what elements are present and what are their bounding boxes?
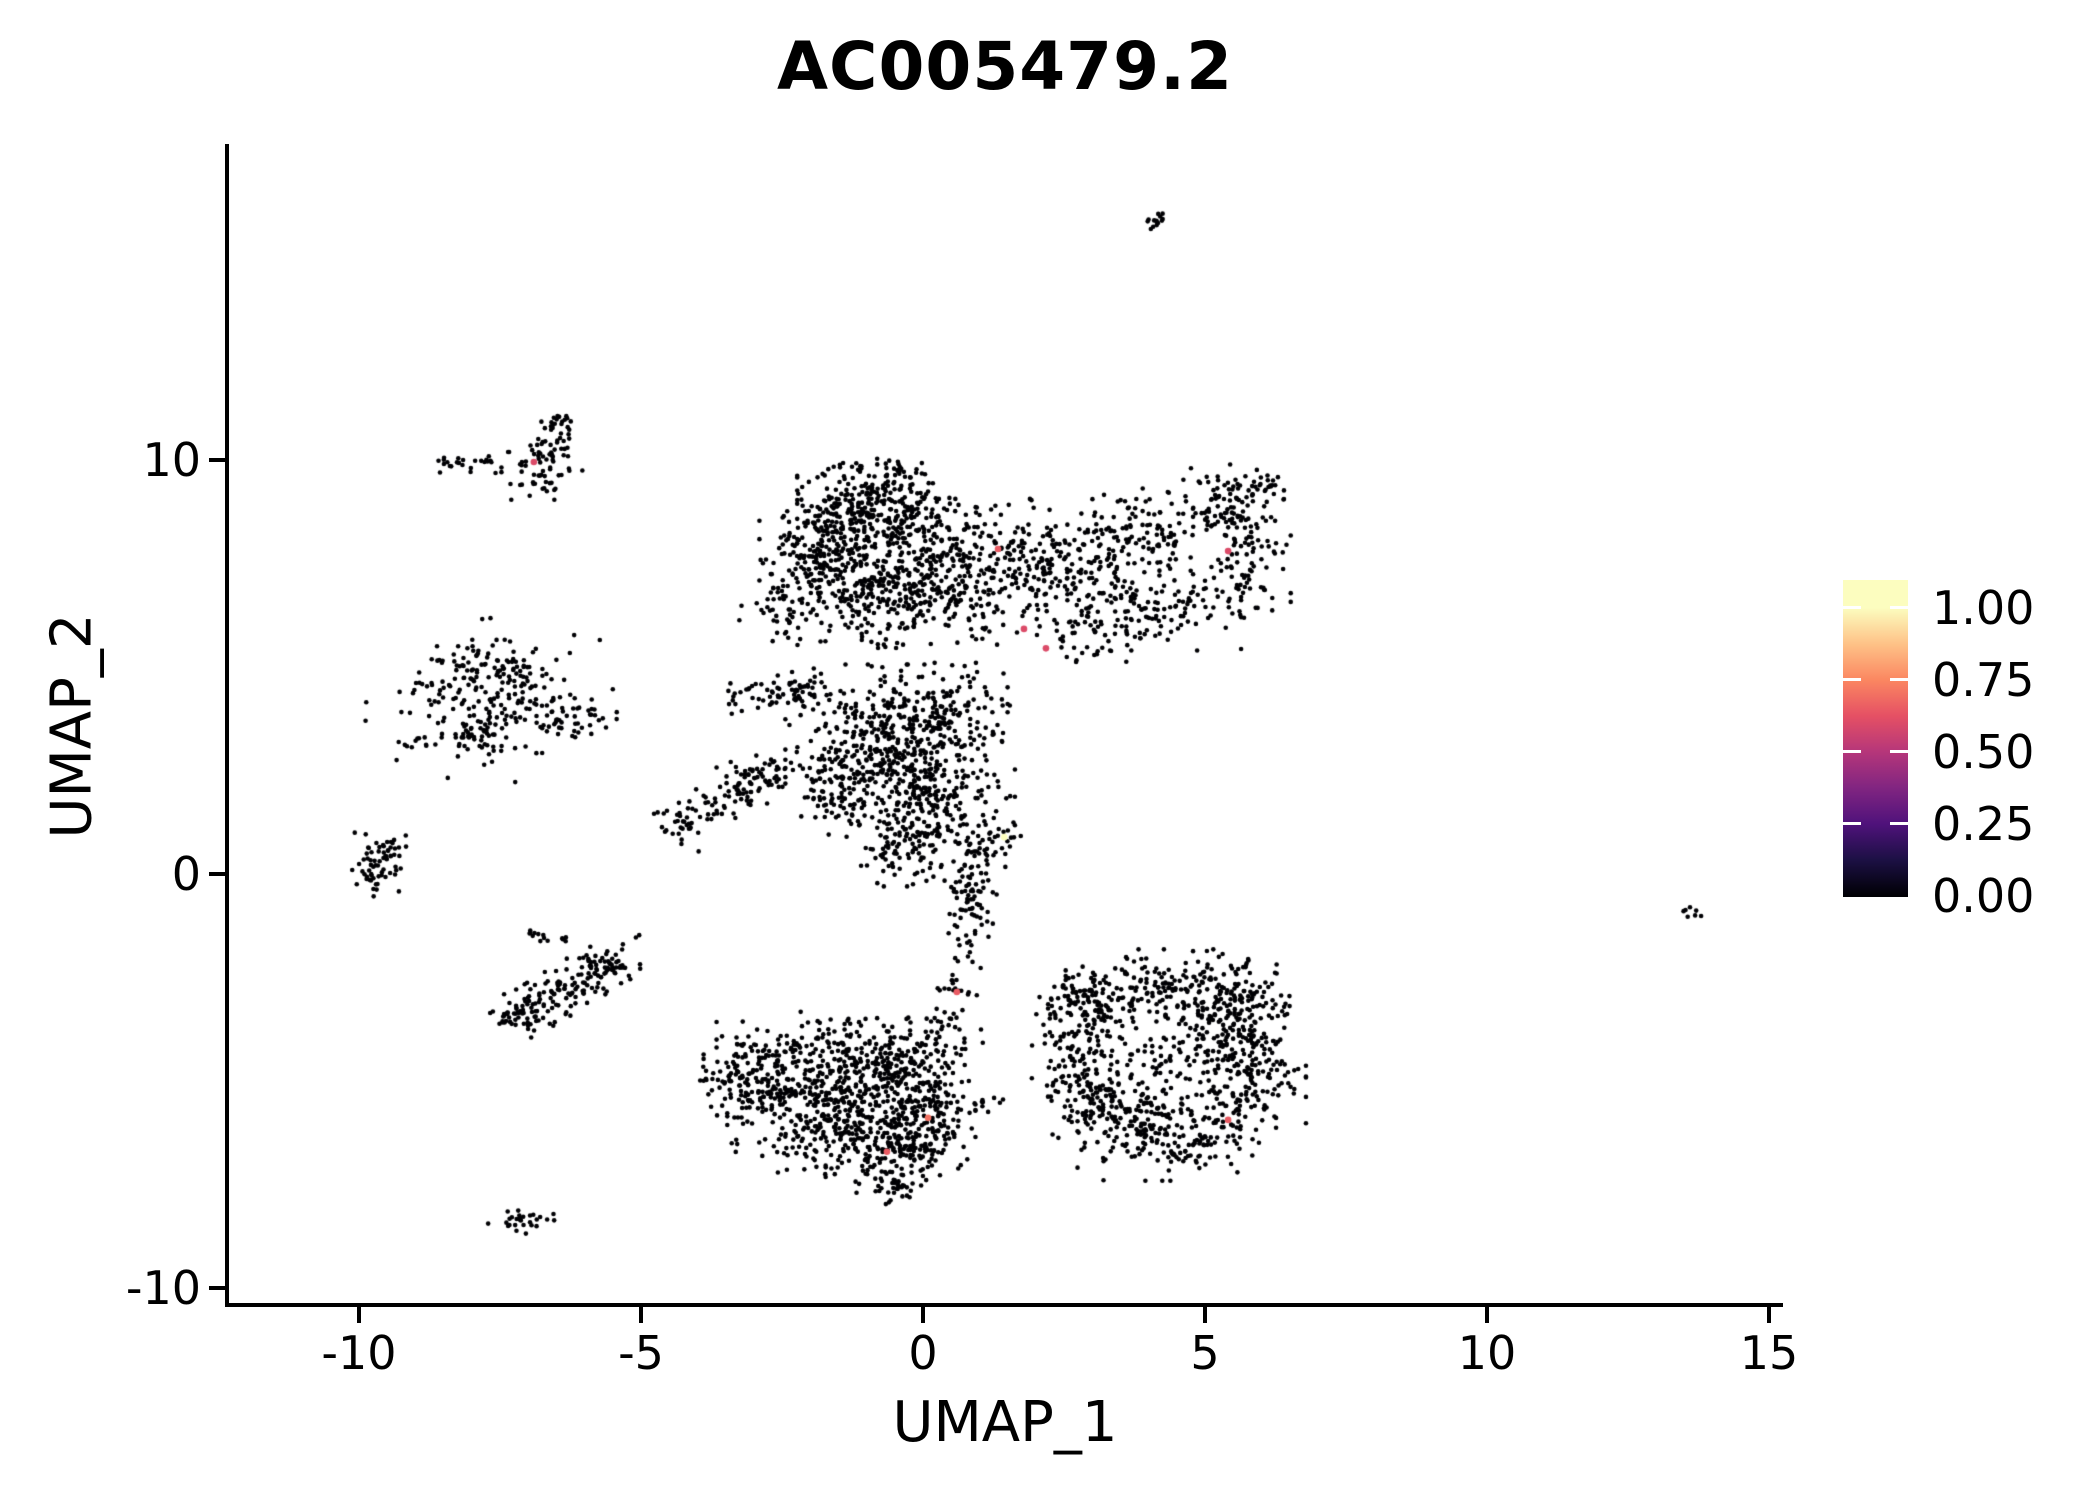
colorbar-label: 1.00 bbox=[1932, 581, 2035, 635]
colorbar-tick bbox=[1890, 750, 1908, 753]
colorbar-label: 0.75 bbox=[1932, 653, 2035, 707]
x-axis-title: UMAP_1 bbox=[892, 1390, 1118, 1455]
y-tick-mark bbox=[209, 458, 225, 462]
colorbar-tick bbox=[1890, 606, 1908, 609]
x-tick-label: -10 bbox=[321, 1326, 397, 1380]
colorbar-tick bbox=[1890, 822, 1908, 825]
x-tick-label: 0 bbox=[908, 1326, 938, 1380]
x-axis-line bbox=[225, 1303, 1783, 1307]
colorbar-label: 0.25 bbox=[1932, 797, 2035, 851]
x-tick-mark bbox=[357, 1307, 361, 1323]
colorbar-label: 0.00 bbox=[1932, 869, 2035, 923]
colorbar-tick bbox=[1890, 678, 1908, 681]
y-tick-label: -10 bbox=[125, 1261, 201, 1315]
x-tick-mark bbox=[1767, 1307, 1771, 1323]
colorbar-tick bbox=[1843, 750, 1861, 753]
y-tick-label: 0 bbox=[171, 847, 201, 901]
x-tick-mark bbox=[921, 1307, 925, 1323]
x-tick-mark bbox=[639, 1307, 643, 1323]
y-axis-title: UMAP_2 bbox=[39, 613, 105, 839]
x-tick-label: 15 bbox=[1739, 1326, 1799, 1380]
colorbar-tick bbox=[1843, 822, 1861, 825]
colorbar-tick bbox=[1843, 606, 1861, 609]
colorbar bbox=[1843, 580, 1908, 897]
x-tick-label: 5 bbox=[1190, 1326, 1220, 1380]
x-tick-label: 10 bbox=[1457, 1326, 1517, 1380]
x-tick-label: -5 bbox=[618, 1326, 664, 1380]
y-tick-mark bbox=[209, 1286, 225, 1290]
y-tick-mark bbox=[209, 872, 225, 876]
colorbar-label: 0.50 bbox=[1932, 725, 2035, 779]
x-tick-mark bbox=[1203, 1307, 1207, 1323]
y-tick-label: 10 bbox=[142, 433, 201, 487]
x-tick-mark bbox=[1485, 1307, 1489, 1323]
y-axis-line bbox=[225, 144, 229, 1307]
colorbar-tick bbox=[1843, 678, 1861, 681]
